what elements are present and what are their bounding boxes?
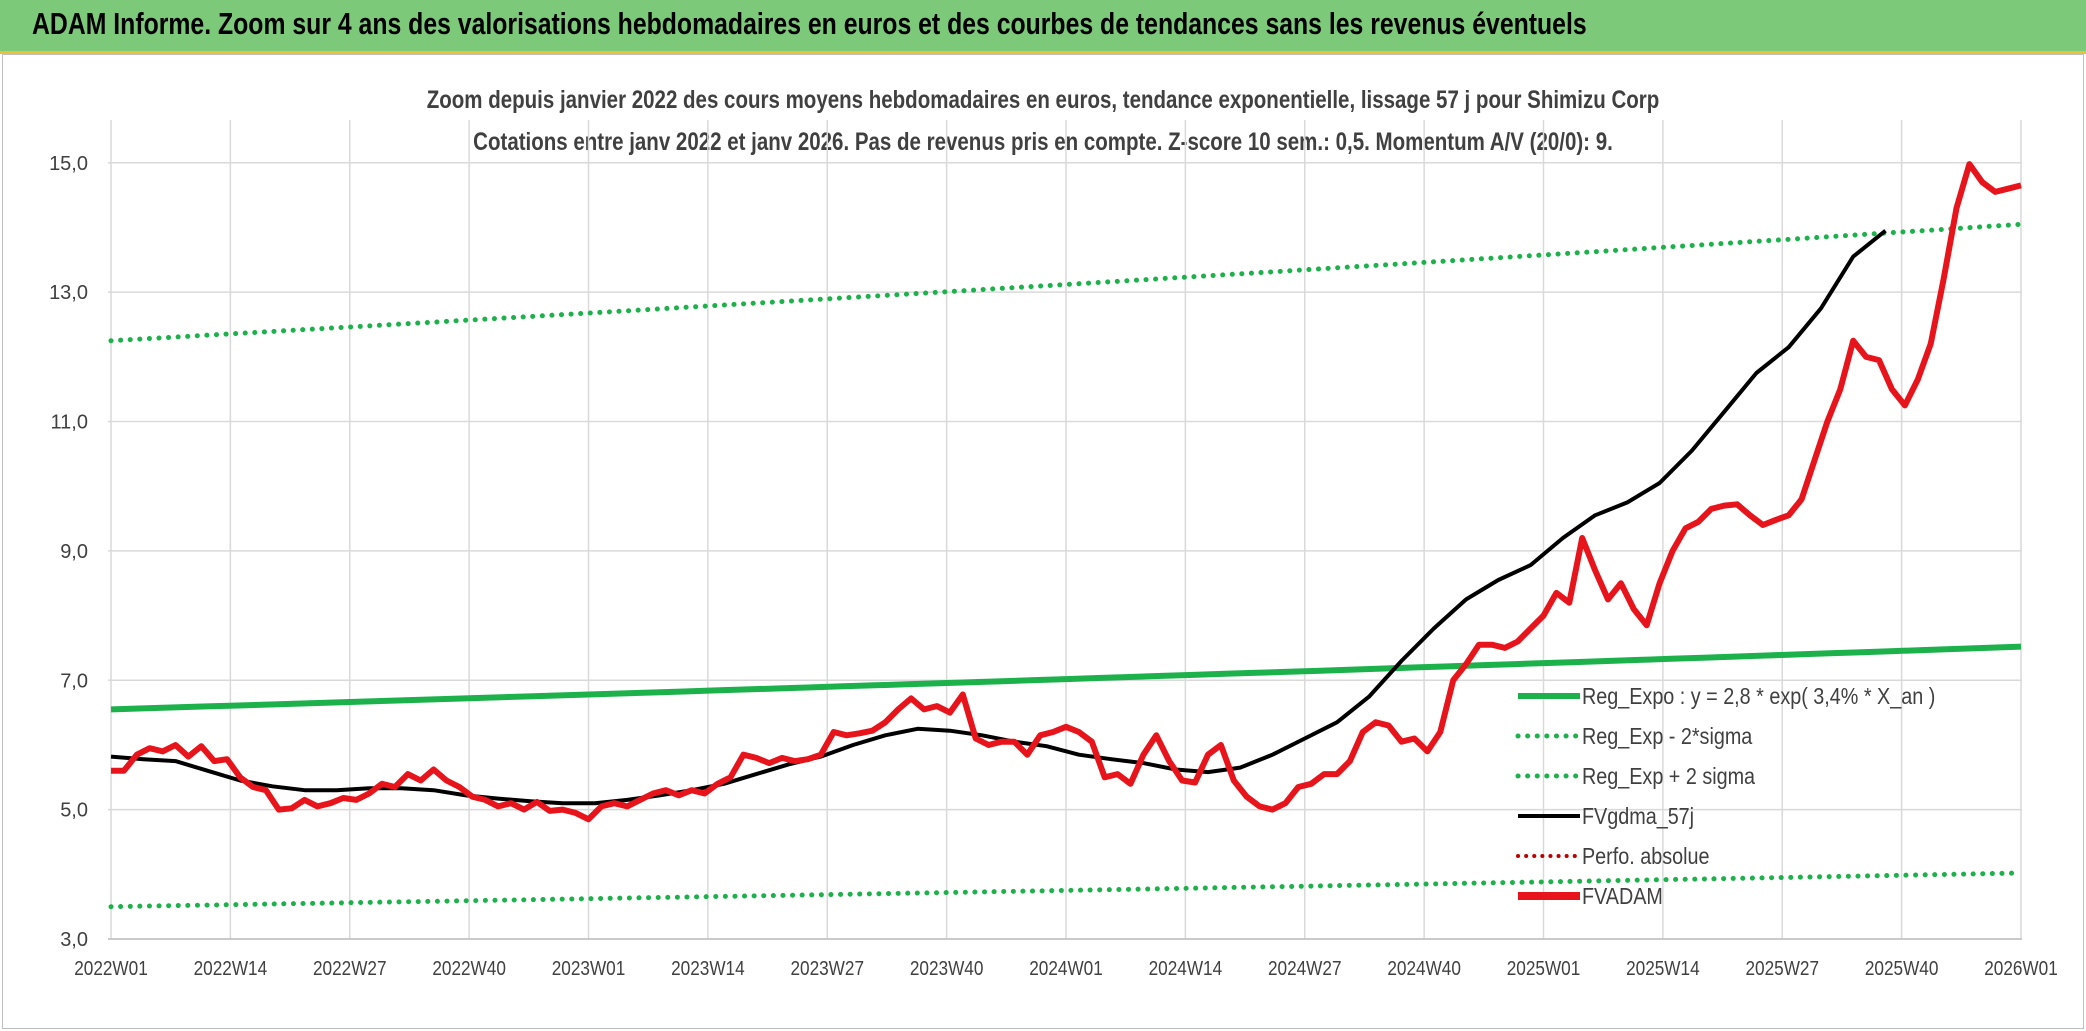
x-tick-label: 2025W14 — [1626, 957, 1700, 980]
y-tick-label: 13,0 — [49, 282, 88, 304]
series-fvadam — [111, 161, 2022, 823]
legend-label-reg-exp-2-sigma: Reg_Exp - 2*sigma — [1582, 724, 1752, 750]
y-tick-label: 15,0 — [49, 153, 88, 175]
chart-frame — [2, 54, 2084, 1029]
series-reg-exp-2-sigma — [108, 221, 2024, 344]
x-tick-label: 2022W40 — [432, 957, 506, 980]
x-tick-label: 2022W27 — [313, 957, 387, 980]
grid-lines — [108, 120, 2022, 940]
legend: Reg_Expo : y = 2,8 * exp( 3,4% * X_an ) R… — [1515, 684, 1935, 910]
series-reg-exp-2-sigma — [108, 870, 2024, 910]
banner-title: ADAM Informe. Zoom sur 4 ans des valoris… — [32, 6, 1587, 41]
x-tick-label: 2023W40 — [910, 957, 984, 980]
x-tick-label: 2024W14 — [1149, 957, 1223, 980]
x-tick-label: 2025W27 — [1745, 957, 1819, 980]
x-tick-label: 2022W01 — [74, 957, 148, 980]
x-tick-label: 2025W40 — [1865, 957, 1939, 980]
legend-label-fvadam: FVADAM — [1582, 884, 1663, 910]
x-tick-label: 2026W01 — [1984, 957, 2058, 980]
x-tick-label: 2024W40 — [1387, 957, 1461, 980]
x-tick-label: 2024W01 — [1029, 957, 1103, 980]
x-tick-label: 2025W01 — [1507, 957, 1581, 980]
x-tick-label: 2024W27 — [1268, 957, 1342, 980]
y-tick-label: 5,0 — [60, 800, 88, 822]
x-tick-label: 2022W14 — [194, 957, 268, 980]
y-tick-label: 9,0 — [60, 541, 88, 563]
y-tick-label: 3,0 — [60, 929, 88, 951]
chart-title: Zoom depuis janvier 2022 des cours moyen… — [427, 85, 1660, 113]
chart-subtitle: Cotations entre janv 2022 et janv 2026. … — [473, 127, 1613, 155]
y-tick-label: 11,0 — [51, 412, 88, 434]
y-axis: 3,0 5,0 7,0 9,0 11,0 13,0 15,0 — [49, 153, 88, 951]
legend-label-fvgdma-57j: FVgdma_57j — [1582, 804, 1694, 830]
x-tick-label: 2023W01 — [552, 957, 626, 980]
x-axis: 2022W01 2022W14 2022W27 2022W40 2023W01 2023W… — [74, 938, 2058, 980]
x-tick-label: 2023W14 — [671, 957, 745, 980]
series-group — [108, 161, 2024, 910]
legend-label-reg-exp-2-sigma: Reg_Exp + 2 sigma — [1582, 764, 1755, 790]
series-fvgdma-57j — [110, 229, 1887, 806]
header-banner: ADAM Informe. Zoom sur 4 ans des valoris… — [0, 0, 2086, 54]
y-tick-label: 7,0 — [60, 670, 88, 692]
legend-label-perfo-absolue: Perfo. absolue — [1582, 844, 1709, 870]
x-tick-label: 2023W27 — [790, 957, 864, 980]
legend-label-reg-expo-y-2-8-exp-3-4-x-an: Reg_Expo : y = 2,8 * exp( 3,4% * X_an ) — [1582, 684, 1935, 710]
series-reg-expo — [110, 643, 2022, 713]
